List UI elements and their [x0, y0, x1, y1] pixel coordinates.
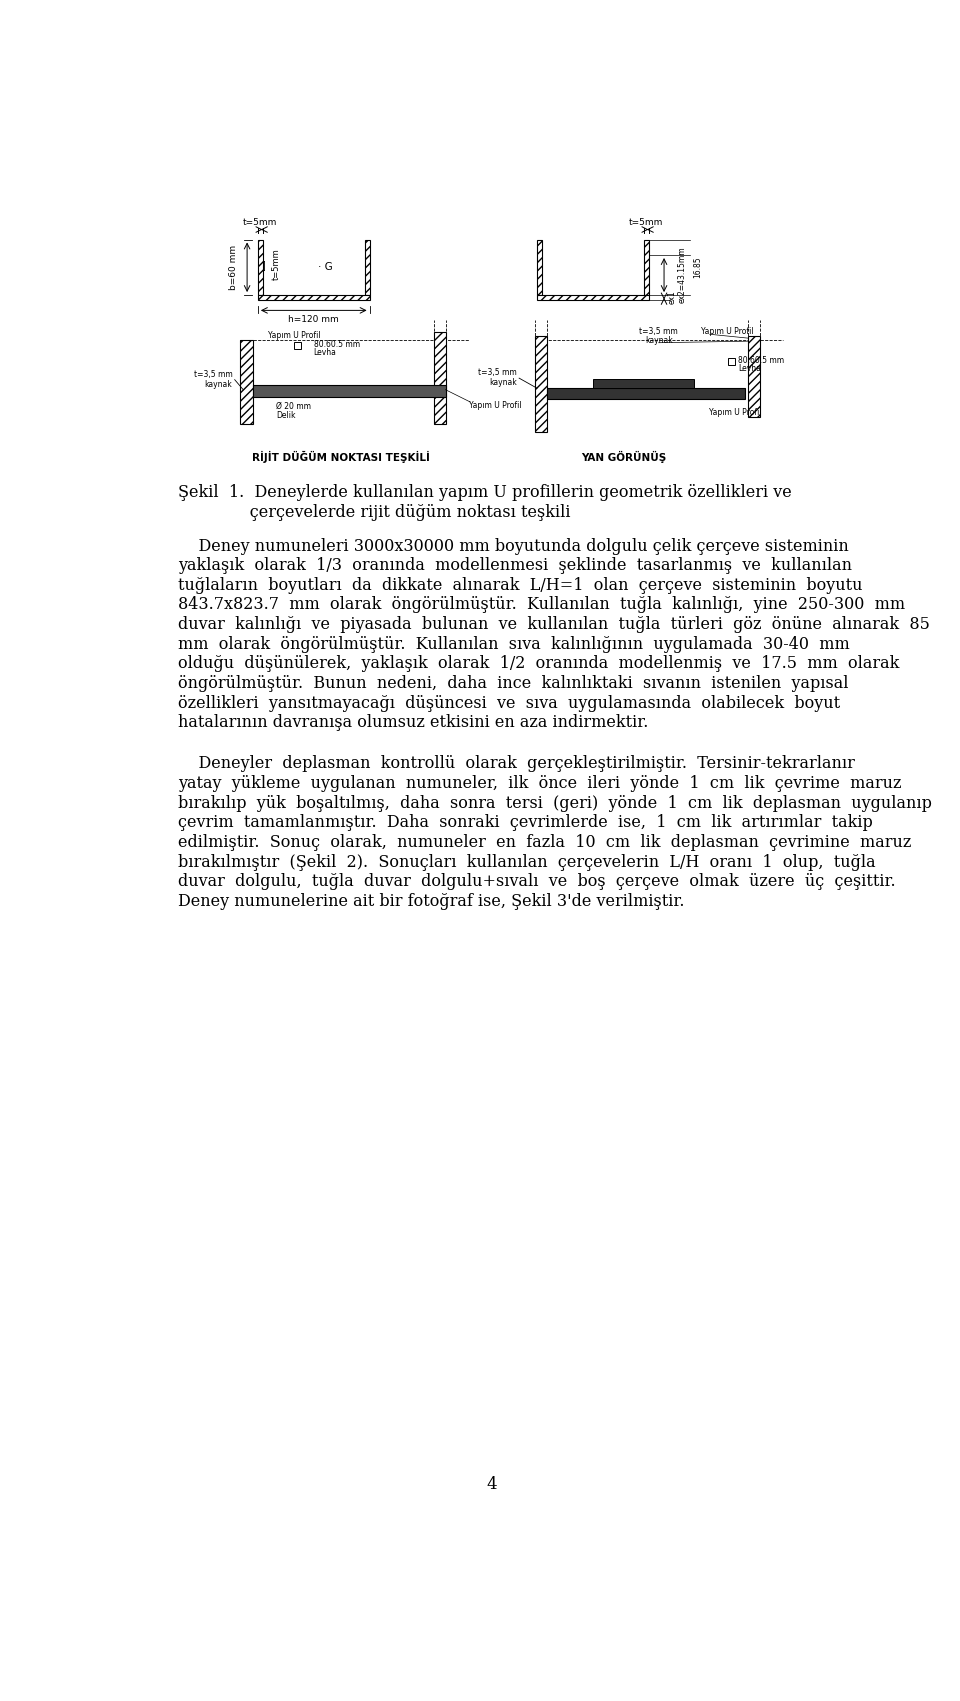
Text: özellikleri  yansıtmayacağı  düşüncesi  ve  sıva  uygulamasında  olabilecek  boy: özellikleri yansıtmayacağı düşüncesi ve …: [179, 694, 840, 711]
Bar: [252, 384, 446, 398]
Text: · G: · G: [318, 262, 333, 272]
Text: YAN GÖRÜNÜŞ: YAN GÖRÜNÜŞ: [581, 451, 666, 463]
Text: Deney numunelerine ait bir fotoğraf ise, Şekil 3'de verilmiştir.: Deney numunelerine ait bir fotoğraf ise,…: [179, 893, 684, 910]
Text: çevrim  tamamlanmıştır.  Daha  sonraki  çevrimlerde  ise,  1  cm  lik  artırımla: çevrim tamamlanmıştır. Daha sonraki çevr…: [179, 815, 873, 832]
Text: bırakılıp  yük  boşaltılmış,  daha  sonra  tersi  (geri)  yönde  1  cm  lik  dep: bırakılıp yük boşaltılmış, daha sonra te…: [179, 794, 932, 811]
Bar: [644, 240, 649, 294]
Text: kaynak: kaynak: [489, 378, 516, 388]
Text: Levha: Levha: [314, 349, 337, 357]
Text: kaynak: kaynak: [645, 335, 673, 345]
Bar: [434, 332, 446, 424]
Text: 16.85: 16.85: [693, 257, 702, 277]
Bar: [537, 294, 649, 299]
Text: kaynak: kaynak: [204, 379, 232, 390]
Text: t=5mm: t=5mm: [272, 248, 281, 281]
Bar: [258, 240, 263, 294]
Text: t=5mm: t=5mm: [243, 218, 277, 228]
Text: Deney numuneleri 3000x30000 mm boyutunda dolgulu çelik çerçeve sisteminin: Deney numuneleri 3000x30000 mm boyutunda…: [179, 538, 849, 555]
Bar: [748, 335, 760, 417]
Text: öngörülmüştür.  Bunun  nedeni,  daha  ince  kalınlıktaki  sıvanın  istenilen  ya: öngörülmüştür. Bunun nedeni, daha ince k…: [179, 675, 849, 692]
Text: 80.60.5 mm: 80.60.5 mm: [738, 356, 784, 366]
Text: h=120 mm: h=120 mm: [288, 315, 339, 325]
Text: olduğu  düşünülerek,  yaklaşık  olarak  1/2  oranında  modellenmiş  ve  17.5  mm: olduğu düşünülerek, yaklaşık olarak 1/2 …: [179, 655, 900, 672]
Bar: [258, 294, 370, 299]
Text: bırakılmıştır  (Şekil  2).  Sonuçları  kullanılan  çerçevelerin  L/H  oranı  1  : bırakılmıştır (Şekil 2). Sonuçları kulla…: [179, 854, 876, 871]
Text: edilmiştir.  Sonuç  olarak,  numuneler  en  fazla  10  cm  lik  deplasman  çevri: edilmiştir. Sonuç olarak, numuneler en f…: [179, 833, 911, 850]
Text: Yapım U Profil: Yapım U Profil: [468, 401, 521, 410]
Bar: [547, 388, 745, 400]
Text: t=3,5 mm: t=3,5 mm: [478, 367, 516, 378]
Text: t=3,5 mm: t=3,5 mm: [194, 369, 232, 379]
Text: duvar  dolgulu,  tuğla  duvar  dolgulu+sıvalı  ve  boş  çerçeve  olmak  üzere  ü: duvar dolgulu, tuğla duvar dolgulu+sıval…: [179, 873, 896, 890]
Bar: [295, 342, 301, 349]
Text: mm  olarak  öngörülmüştür.  Kullanılan  sıva  kalınlığının  uygulamada  30-40  m: mm olarak öngörülmüştür. Kullanılan sıva…: [179, 636, 850, 653]
Bar: [729, 359, 735, 366]
Text: Yapım U Profil: Yapım U Profil: [709, 408, 761, 417]
Text: yaklaşık  olarak  1/3  oranında  modellenmesi  şeklinde  tasarlanmış  ve  kullan: yaklaşık olarak 1/3 oranında modellenmes…: [179, 558, 852, 575]
Text: t=3,5 mm: t=3,5 mm: [639, 327, 678, 337]
Text: ex1: ex1: [667, 291, 676, 304]
Text: duvar  kalınlığı  ve  piyasada  bulunan  ve  kullanılan  tuğla  türleri  göz  ön: duvar kalınlığı ve piyasada bulunan ve k…: [179, 616, 930, 633]
Text: Yapım U Profil: Yapım U Profil: [701, 327, 754, 337]
Bar: [537, 240, 541, 294]
Text: Ø 20 mm: Ø 20 mm: [276, 401, 311, 412]
Text: yatay  yükleme  uygulanan  numuneler,  ilk  önce  ileri  yönde  1  cm  lik  çevr: yatay yükleme uygulanan numuneler, ilk ö…: [179, 776, 901, 793]
Text: Yapım U Profil: Yapım U Profil: [268, 330, 321, 340]
Text: hatalarının davranışa olumsuz etkisini en aza indirmektir.: hatalarının davranışa olumsuz etkisini e…: [179, 714, 649, 731]
Text: Şekil  1.  Deneylerde kullanılan yapım U profillerin geometrik özellikleri ve: Şekil 1. Deneylerde kullanılan yapım U p…: [179, 483, 792, 500]
Text: 4: 4: [487, 1476, 497, 1493]
Text: 843.7x823.7  mm  olarak  öngörülmüştür.  Kullanılan  tuğla  kalınlığı,  yine  25: 843.7x823.7 mm olarak öngörülmüştür. Kul…: [179, 597, 905, 614]
Bar: [240, 340, 252, 424]
Text: Levha: Levha: [738, 364, 761, 374]
Text: RİJİT DÜĞÜM NOKTASI TEŞKİLİ: RİJİT DÜĞÜM NOKTASI TEŞKİLİ: [252, 451, 430, 463]
Text: b=60 mm: b=60 mm: [228, 245, 238, 289]
Text: çerçevelerde rijit düğüm noktası teşkili: çerçevelerde rijit düğüm noktası teşkili: [179, 503, 570, 521]
Text: t=5mm: t=5mm: [629, 218, 663, 228]
Text: Delik: Delik: [276, 410, 296, 420]
Text: 80.60.5 mm: 80.60.5 mm: [314, 340, 360, 349]
Bar: [365, 240, 370, 294]
Bar: [592, 379, 693, 388]
Bar: [535, 335, 547, 432]
Text: tuğlaların  boyutları  da  dikkate  alınarak  L/H=1  olan  çerçeve  sisteminin  : tuğlaların boyutları da dikkate alınarak…: [179, 577, 863, 594]
Text: ex2=43.15mm: ex2=43.15mm: [678, 247, 686, 303]
Text: Deneyler  deplasman  kontrollü  olarak  gerçekleştirilmiştir.  Tersinir-tekrarla: Deneyler deplasman kontrollü olarak gerç…: [179, 755, 855, 772]
